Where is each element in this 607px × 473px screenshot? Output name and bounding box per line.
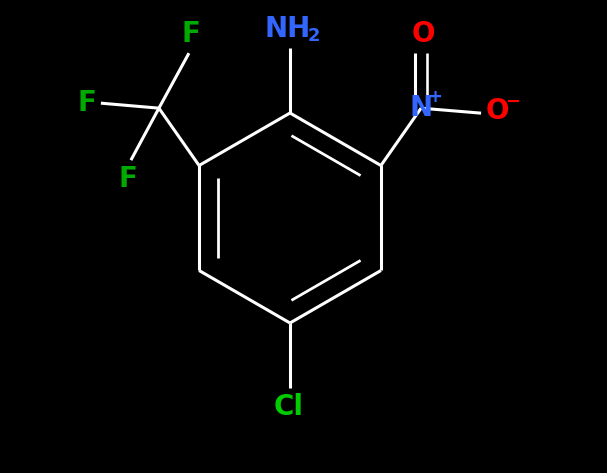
Text: −: −	[505, 93, 520, 111]
Text: Cl: Cl	[274, 393, 304, 421]
Text: F: F	[181, 20, 200, 48]
Text: N: N	[410, 94, 433, 122]
Text: 2: 2	[308, 27, 320, 45]
Text: NH: NH	[265, 15, 311, 43]
Text: F: F	[77, 89, 96, 117]
Text: +: +	[427, 88, 443, 106]
Text: O: O	[412, 20, 435, 48]
Text: O: O	[486, 97, 510, 125]
Text: F: F	[118, 165, 137, 193]
